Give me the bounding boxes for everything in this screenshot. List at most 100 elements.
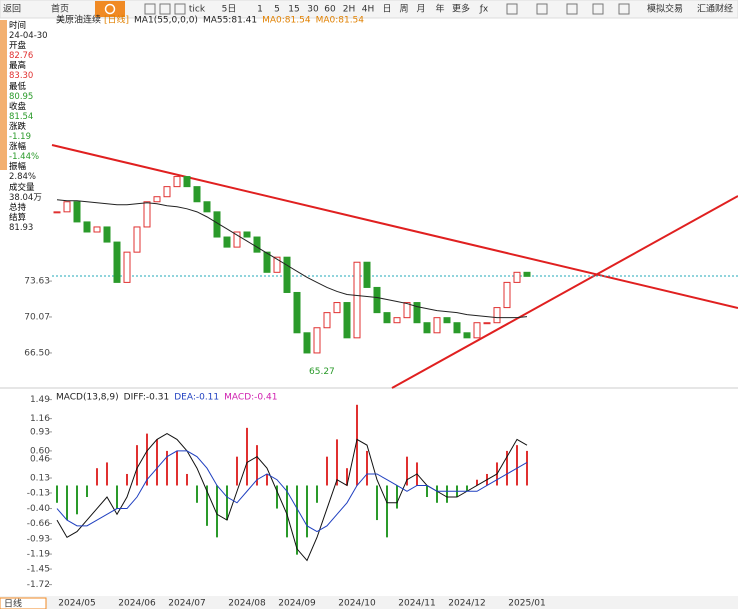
candle xyxy=(103,226,111,243)
y-tick-label: 0.93 xyxy=(30,427,50,437)
macd-bar xyxy=(196,485,198,503)
toolbar-item[interactable]: 日 xyxy=(382,4,391,15)
toolbar-item[interactable]: 月 xyxy=(416,4,425,15)
macd-bar xyxy=(356,404,358,486)
toolbar-item[interactable]: 年 xyxy=(435,3,444,15)
macd-bar xyxy=(276,485,278,509)
candle xyxy=(423,322,431,334)
candle xyxy=(173,176,181,188)
toolbar-icon[interactable] xyxy=(144,3,156,15)
indicator-label: MA0:81.54 xyxy=(316,16,365,26)
candle xyxy=(283,256,291,293)
macd-bar xyxy=(286,485,288,538)
toolbar-icon[interactable] xyxy=(536,3,548,15)
toolbar-item[interactable]: 周 xyxy=(399,4,408,15)
y-tick-label: 1.16 xyxy=(30,414,50,424)
macd-bar xyxy=(166,450,168,486)
macd-line xyxy=(56,433,528,562)
macd-bar xyxy=(86,485,88,498)
candle xyxy=(363,261,371,288)
indicator-label: DEA:-0.11 xyxy=(174,393,219,403)
y-tick-label: -1.72 xyxy=(27,580,50,590)
macd-bar xyxy=(516,445,518,486)
info-value: 80.95 xyxy=(9,91,34,102)
toolbar-item[interactable]: 60 xyxy=(324,5,336,15)
info-label: 成交量 xyxy=(9,182,35,193)
indicator-label: MA1(55,0,0,0) xyxy=(134,16,198,26)
trend-line xyxy=(51,144,738,309)
toolbar-icon[interactable] xyxy=(618,3,630,15)
macd-bar xyxy=(96,468,98,486)
candle xyxy=(343,302,351,339)
toolbar-item[interactable]: 汇通财经 xyxy=(697,3,733,15)
info-value: 38.04万 xyxy=(9,192,42,203)
candle xyxy=(183,176,191,188)
candle xyxy=(243,231,251,238)
x-tick-label: 2024/06 xyxy=(118,599,156,609)
y-tick-label: 66.50 xyxy=(24,348,50,358)
macd-bar xyxy=(506,450,508,486)
y-tick-label: 73.63 xyxy=(24,277,50,287)
toolbar-item[interactable]: 首页 xyxy=(51,3,69,15)
chart-title: 美原油连续 xyxy=(56,14,101,26)
candle xyxy=(193,186,201,203)
toolbar-item[interactable]: 4H xyxy=(362,5,375,15)
info-value: 83.30 xyxy=(9,71,34,82)
macd-bar xyxy=(156,439,158,486)
toolbar-item[interactable]: ƒx xyxy=(479,5,489,15)
macd-bar xyxy=(396,485,398,509)
info-panel: 时间 24-04-30 开盘 82.76 最高 83.30 最低 80.95 收盘 81.54 涨跌… xyxy=(9,21,51,233)
toolbar-item[interactable]: 30 xyxy=(307,5,319,15)
toolbar-item[interactable]: 模拟交易 xyxy=(647,3,683,15)
ma-line xyxy=(56,199,528,319)
toolbar-icon[interactable] xyxy=(174,3,186,15)
macd-bar xyxy=(126,473,128,486)
info-value: 81.54 xyxy=(9,111,34,122)
toolbar-item[interactable]: 1 xyxy=(257,5,263,15)
toolbar-icon[interactable] xyxy=(506,3,518,15)
macd-bar xyxy=(116,485,118,509)
info-value: 2.84% xyxy=(9,172,37,183)
x-axis-strip xyxy=(0,596,738,609)
candle xyxy=(503,281,511,309)
period-box[interactable] xyxy=(0,597,47,609)
candle xyxy=(323,312,331,329)
toolbar-item[interactable]: 5 xyxy=(274,5,280,15)
macd-bar xyxy=(206,485,208,526)
macd-bar xyxy=(306,485,308,538)
toolbar-item[interactable]: 15 xyxy=(288,5,299,15)
indicator-label: MA55:81.41 xyxy=(203,16,257,26)
toolbar-item[interactable]: tick xyxy=(189,5,206,15)
candle xyxy=(53,211,61,214)
toolbar-icon[interactable] xyxy=(592,3,604,15)
toolbar-icon[interactable] xyxy=(159,3,171,15)
candle xyxy=(453,322,461,334)
toolbar-item[interactable]: 2H xyxy=(343,5,356,15)
period-label: [日线] xyxy=(104,14,129,26)
x-tick-label: 2024/07 xyxy=(168,599,205,609)
toolbar-item[interactable]: 更多 xyxy=(452,3,470,15)
x-tick-label: 2024/05 xyxy=(58,599,95,609)
candle xyxy=(463,332,471,339)
macd-bar xyxy=(476,479,478,486)
y-tick-label: -1.19 xyxy=(27,550,51,560)
macd-bar xyxy=(466,485,468,492)
info-label: 收盘 xyxy=(9,101,27,112)
candle xyxy=(123,251,131,283)
candle xyxy=(413,302,421,324)
macd-bar xyxy=(226,485,228,521)
macd-bar xyxy=(176,450,178,486)
candle xyxy=(393,317,401,324)
indicator-label: DIFF:-0.31 xyxy=(124,393,170,403)
info-label: 最低 xyxy=(9,81,27,92)
y-tick-label: 0.13 xyxy=(30,473,50,483)
toolbar-icon[interactable] xyxy=(566,3,578,15)
indicator-label: MACD:-0.41 xyxy=(224,393,277,403)
macd-bar xyxy=(326,456,328,486)
macd-bar xyxy=(246,427,248,486)
toolbar-item[interactable]: 5日 xyxy=(222,4,237,15)
refresh-button[interactable] xyxy=(95,1,125,17)
toolbar-item[interactable]: 返回 xyxy=(3,3,21,15)
macd-bar xyxy=(376,485,378,521)
